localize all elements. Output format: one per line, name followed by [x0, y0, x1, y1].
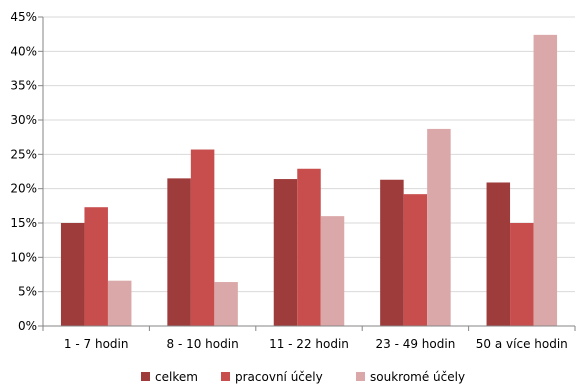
x-tick-label: 8 - 10 hodin [167, 337, 239, 351]
y-axis: 0% 5% 10% 15% 20% 25% 30% 35% 40% 45% [10, 10, 44, 333]
x-tick-label: 23 - 49 hodin [375, 337, 455, 351]
x-axis: 1 - 7 hodin 8 - 10 hodin 11 - 22 hodin 23 -… [42, 325, 576, 351]
y-tick-label: 30% [10, 113, 37, 127]
y-tick-label: 10% [10, 250, 37, 264]
legend-label: pracovní účely [235, 370, 323, 384]
bar-soukrome-ucely-4 [427, 128, 451, 326]
y-tick-label: 35% [10, 79, 37, 93]
bar-celkem-2 [167, 178, 191, 326]
bar-celkem-3 [273, 179, 298, 326]
bar-soukrome-ucely-1 [107, 280, 132, 326]
bar-celkem-5 [486, 182, 511, 326]
bar-pracovni-ucely-2 [190, 149, 215, 326]
y-tick-label: 5% [18, 285, 37, 299]
bar-pracovni-ucely-1 [84, 207, 108, 326]
legend-swatch [221, 372, 230, 381]
bars [60, 34, 558, 326]
x-tick-label: 1 - 7 hodin [64, 337, 129, 351]
x-tick-label: 11 - 22 hodin [269, 337, 349, 351]
bar-pracovni-ucely-4 [403, 194, 428, 326]
bar-soukrome-ucely-3 [320, 216, 345, 326]
bar-celkem-4 [380, 179, 404, 326]
legend-swatch [356, 372, 365, 381]
y-tick-label: 0% [18, 319, 37, 333]
legend-swatch [141, 372, 150, 381]
bar-soukrome-ucely-2 [214, 282, 238, 326]
bar-celkem-1 [60, 223, 85, 326]
bar-soukrome-ucely-5 [533, 34, 558, 326]
bar-pracovni-ucely-5 [510, 223, 534, 326]
y-tick-label: 15% [10, 216, 37, 230]
y-tick-label: 20% [10, 182, 37, 196]
legend: celkem pracovní účely soukromé účely [141, 370, 465, 384]
x-tick-label: 50 a více hodin [476, 337, 568, 351]
legend-label: celkem [155, 370, 198, 384]
legend-label: soukromé účely [370, 370, 465, 384]
y-tick-label: 25% [10, 147, 37, 161]
bar-pracovni-ucely-3 [297, 168, 321, 326]
y-tick-label: 40% [10, 44, 37, 58]
y-tick-label: 45% [10, 10, 37, 24]
